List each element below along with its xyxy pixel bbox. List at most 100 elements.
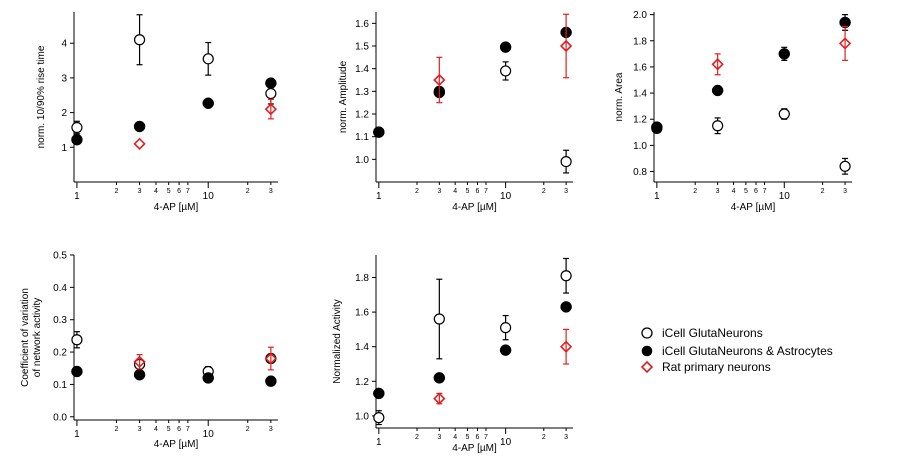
icell-point (560, 149, 572, 174)
chart-panel-5: 1.0 1.2 1.4 1.6 1.8 1 10 2 3 4 5 6 7 2 3 4-AP [µM] Norma… (332, 255, 573, 454)
open-diamond-marker (133, 137, 146, 150)
x-axis-title: 4-AP [µM] (452, 443, 497, 454)
y-tick-label: 1.2 (355, 110, 369, 121)
astro-point (373, 387, 385, 400)
y-axis-title-line: Normalized Activity (332, 299, 343, 383)
x-minor-tick-label: 6 (476, 434, 480, 441)
x-minor-tick-label: 2 (415, 188, 419, 195)
x-minor-tick-label: 3 (269, 426, 273, 433)
rat-point (133, 354, 146, 370)
open-circle-marker (560, 270, 572, 282)
x-minor-tick-label: 4 (453, 434, 457, 441)
y-tick-label: 1.6 (355, 308, 369, 319)
icell-point (500, 61, 512, 81)
astro-point (433, 372, 446, 384)
x-minor-tick-label: 3 (437, 188, 441, 195)
rat-point (838, 25, 852, 61)
open-circle-marker (202, 53, 214, 65)
astro-point (71, 365, 83, 378)
x-minor-tick-label: 3 (843, 188, 847, 195)
x-minor-tick-label: 6 (476, 188, 480, 195)
filled-circle-marker (499, 344, 512, 356)
x-minor-tick-label: 4 (732, 188, 736, 195)
icell-point (839, 157, 851, 175)
x-major-tick-label: 1 (376, 437, 382, 448)
y-tick-label: 0.8 (633, 167, 647, 178)
x-minor-tick-label: 2 (693, 188, 697, 195)
y-axis-title: norm. Area (614, 72, 625, 121)
x-minor-tick-label: 3 (437, 434, 441, 441)
x-minor-tick-label: 3 (564, 434, 568, 441)
astro-point (265, 77, 277, 89)
y-tick-label: 1.4 (355, 64, 369, 75)
legend-marker-icell (641, 327, 653, 339)
icell-point (202, 41, 214, 76)
open-circle-marker (500, 322, 512, 334)
filled-circle-marker (133, 120, 146, 133)
astro-point (133, 120, 146, 133)
y-axis-title-line: of network activity (32, 298, 43, 377)
astro-point (133, 368, 146, 381)
open-circle-marker (712, 120, 724, 132)
legend-item-astro: iCell GlutaNeurons & Astrocytes (641, 344, 833, 358)
x-minor-tick-label: 6 (754, 188, 758, 195)
open-diamond-marker (433, 73, 446, 87)
legend-marker-rat (640, 360, 654, 374)
icell-point (373, 410, 385, 426)
filled-circle-marker (71, 365, 83, 378)
x-minor-tick-label: 5 (465, 434, 469, 441)
open-circle-marker (560, 156, 572, 168)
astro-point (71, 133, 83, 146)
y-tick-label: 1.0 (633, 141, 647, 152)
y-tick-label: 1.4 (355, 342, 369, 353)
x-axis-title: 4-AP [µM] (154, 202, 199, 213)
rat-point (264, 346, 277, 371)
x-axis-title: 4-AP [µM] (731, 202, 776, 213)
rat-point (559, 13, 573, 79)
y-tick-label: 1.8 (355, 273, 369, 284)
x-minor-tick-label: 6 (177, 426, 181, 433)
open-circle-marker (373, 412, 385, 424)
chart-panel-2: 1.0 1.1 1.2 1.3 1.4 1.5 1.6 1 10 2 3 4 5 6 7 2 3 4-AP [µM… (338, 12, 573, 213)
open-circle-marker (839, 160, 851, 172)
y-tick-label: 1.1 (355, 132, 369, 143)
open-circle-marker (71, 334, 83, 346)
open-diamond-marker (264, 103, 277, 116)
x-major-tick-label: 1 (654, 191, 660, 202)
y-tick-label: 3 (61, 73, 67, 84)
filled-circle-marker (265, 375, 277, 387)
icell-point (712, 117, 724, 135)
rat-point (711, 53, 724, 76)
open-circle-marker (265, 87, 277, 100)
filled-circle-marker (651, 121, 663, 133)
x-major-tick-label: 1 (376, 191, 382, 202)
rat-point (133, 137, 146, 150)
x-minor-tick-label: 2 (246, 426, 250, 433)
y-axis-title-line: norm. Amplitude (338, 60, 349, 133)
x-minor-tick-label: 2 (542, 188, 546, 195)
x-minor-tick-label: 3 (138, 426, 142, 433)
icell-point (71, 120, 83, 135)
legend-label-astro: iCell GlutaNeurons & Astrocytes (662, 344, 833, 358)
astro-point (202, 372, 214, 384)
x-minor-tick-label: 3 (716, 188, 720, 195)
x-minor-tick-label: 3 (269, 188, 273, 195)
rat-point (264, 98, 277, 120)
x-minor-tick-label: 3 (138, 188, 142, 195)
chart-panel-3: 0.8 1.0 1.2 1.4 1.6 1.8 2.0 1 10 2 3 4 5 6 7 2 3 4-AP [µM… (614, 10, 852, 213)
filled-circle-marker (433, 372, 446, 384)
x-minor-tick-label: 3 (564, 188, 568, 195)
x-major-tick-label: 10 (203, 191, 215, 202)
x-major-tick-label: 10 (500, 437, 512, 448)
x-minor-tick-label: 5 (744, 188, 748, 195)
filled-circle-marker (711, 84, 724, 97)
y-tick-label: 0.3 (53, 315, 67, 326)
x-minor-tick-label: 4 (154, 188, 158, 195)
legend-marker-astro (641, 345, 653, 357)
y-tick-label: 1.6 (633, 62, 647, 73)
y-tick-label: 0.5 (53, 251, 67, 262)
x-major-tick-label: 1 (74, 429, 80, 440)
icell-point (71, 331, 83, 349)
